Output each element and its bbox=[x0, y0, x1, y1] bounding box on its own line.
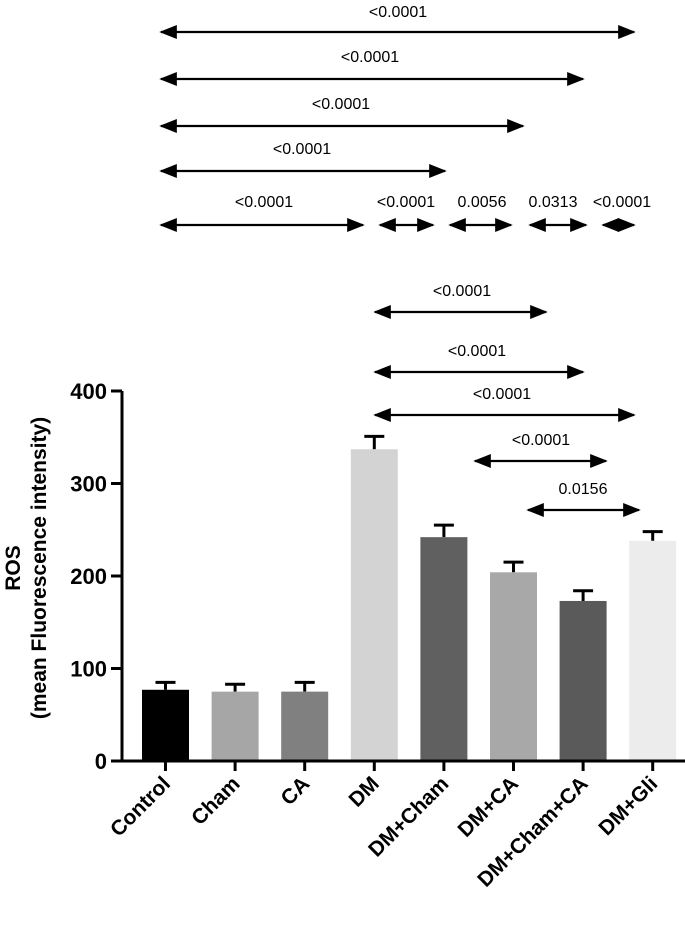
comparison-label: <0.0001 bbox=[473, 386, 531, 403]
y-tick-label: 300 bbox=[70, 472, 107, 497]
comparison-label: <0.0001 bbox=[512, 432, 570, 449]
comparison-label: <0.0001 bbox=[377, 194, 435, 211]
x-tick-label: CA bbox=[277, 772, 315, 810]
comparison-label: <0.0001 bbox=[312, 96, 370, 113]
x-tick-label: Control bbox=[106, 772, 175, 841]
comparison-label: <0.0001 bbox=[433, 283, 491, 300]
x-tick-label: DM+CA bbox=[454, 772, 523, 841]
bar bbox=[420, 537, 468, 761]
y-tick-label: 100 bbox=[70, 657, 107, 682]
comparison-label: 0.0313 bbox=[529, 194, 578, 211]
y-axis-title: ROS bbox=[2, 545, 25, 591]
bar bbox=[490, 572, 537, 761]
y-tick-label: 400 bbox=[70, 379, 107, 404]
significance-comparisons: <0.0001 <0.0001 <0.0001 <0.0001 <0.0001 <0.00… bbox=[159, 4, 651, 518]
bar bbox=[281, 691, 329, 761]
bar bbox=[211, 691, 259, 761]
comparison-label: <0.0001 bbox=[235, 194, 293, 211]
y-axis: 0 100 200 300 400 bbox=[70, 379, 124, 774]
comparison-label: <0.0001 bbox=[369, 4, 427, 21]
comparison-label: <0.0001 bbox=[273, 141, 331, 158]
comparison-label: <0.0001 bbox=[593, 194, 651, 211]
x-tick-label: DM bbox=[344, 772, 383, 811]
y-axis-subtitle: (mean Fluorescence intensity) bbox=[28, 417, 51, 719]
y-tick-label: 200 bbox=[70, 564, 107, 589]
comparison-label: <0.0001 bbox=[448, 343, 506, 360]
comparison-label: 0.0056 bbox=[458, 194, 507, 211]
bar bbox=[142, 689, 189, 761]
comparison-label: 0.0156 bbox=[559, 481, 608, 498]
comparison-label: <0.0001 bbox=[341, 49, 399, 66]
bars bbox=[142, 434, 677, 761]
bar bbox=[629, 540, 677, 761]
bar bbox=[559, 600, 607, 761]
bar bbox=[350, 449, 398, 761]
x-tick-label: DM+Gli bbox=[594, 772, 662, 840]
y-tick-label: 0 bbox=[95, 749, 107, 774]
x-tick-label: Cham bbox=[187, 772, 245, 830]
